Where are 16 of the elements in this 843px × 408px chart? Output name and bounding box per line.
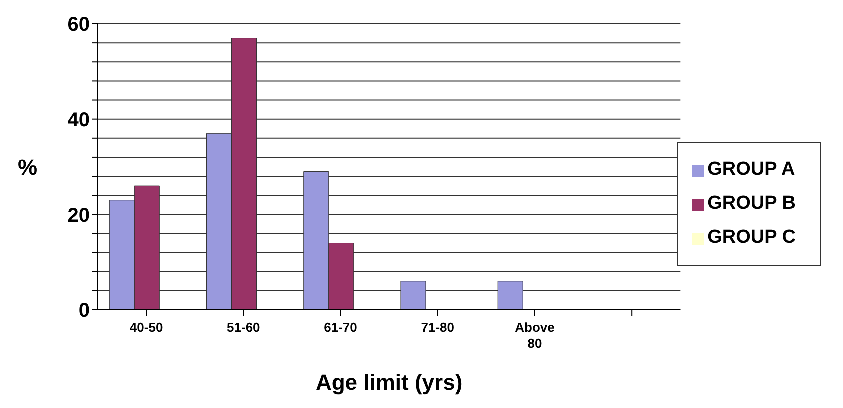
x-tick-label: 71-80 [421, 320, 455, 335]
y-tick-label: 20 [68, 204, 90, 227]
y-tick-label: 60 [68, 14, 90, 36]
y-tick-label: 0 [78, 300, 90, 322]
x-axis-title: Age limit (yrs) [316, 370, 463, 395]
x-tick-label: Above 80 [515, 320, 555, 351]
y-tick-label: 40 [68, 109, 90, 132]
legend-label: GROUP B [708, 193, 796, 214]
x-tick-label: 51-60 [227, 320, 260, 335]
x-tick-label: 61-70 [324, 320, 358, 335]
legend-label: GROUP A [708, 159, 796, 180]
y-axis-title: % [18, 154, 38, 180]
legend-label: GROUP C [708, 227, 796, 248]
bar [498, 281, 524, 310]
x-tick-label: 40-50 [130, 320, 164, 335]
bar [400, 281, 426, 310]
